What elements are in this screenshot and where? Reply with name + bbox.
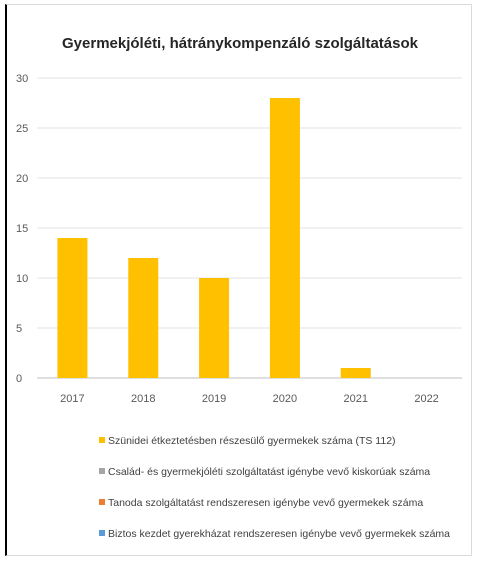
y-tick-label: 30 xyxy=(16,73,28,85)
chart-title: Gyermekjóléti, hátránykompenzáló szolgál… xyxy=(62,35,419,52)
y-tick-label: 25 xyxy=(16,123,28,135)
y-tick-label: 5 xyxy=(16,323,22,335)
legend-label: Tanoda szolgáltatást rendszeresen igényb… xyxy=(108,497,423,509)
legend-swatch xyxy=(99,468,105,474)
y-tick-label: 15 xyxy=(16,223,28,235)
chart-svg: Gyermekjóléti, hátránykompenzáló szolgál… xyxy=(16,35,462,540)
y-axis-ticks: 0 5 10 15 20 25 30 xyxy=(16,73,28,385)
x-tick-label: 2019 xyxy=(202,393,226,405)
legend-label: Szünidei étkeztetésben részesülő gyermek… xyxy=(108,435,396,447)
chart-frame: Gyermekjóléti, hátránykompenzáló szolgál… xyxy=(5,4,472,556)
x-tick-label: 2022 xyxy=(414,393,438,405)
bar xyxy=(340,368,371,378)
y-tick-label: 0 xyxy=(16,373,22,385)
x-tick-label: 2020 xyxy=(273,393,297,405)
legend-label: Biztos kezdet gyerekházat rendszeresen i… xyxy=(108,528,450,540)
x-tick-label: 2017 xyxy=(60,393,84,405)
legend: Szünidei étkeztetésben részesülő gyermek… xyxy=(99,435,450,540)
y-tick-label: 10 xyxy=(16,273,28,285)
x-axis-ticks: 2017 2018 2019 2020 2021 2022 xyxy=(60,393,439,405)
bar xyxy=(269,98,300,378)
legend-swatch xyxy=(99,499,105,505)
bar xyxy=(57,238,88,378)
legend-label: Család- és gyermekjóléti szolgáltatást i… xyxy=(108,466,430,478)
legend-swatch xyxy=(99,437,105,443)
x-tick-label: 2021 xyxy=(344,393,368,405)
y-tick-label: 20 xyxy=(16,173,28,185)
gridlines xyxy=(37,77,462,379)
bar xyxy=(128,258,159,378)
legend-swatch xyxy=(99,530,105,536)
x-tick-label: 2018 xyxy=(131,393,155,405)
bar xyxy=(199,278,230,378)
bars xyxy=(57,98,371,378)
